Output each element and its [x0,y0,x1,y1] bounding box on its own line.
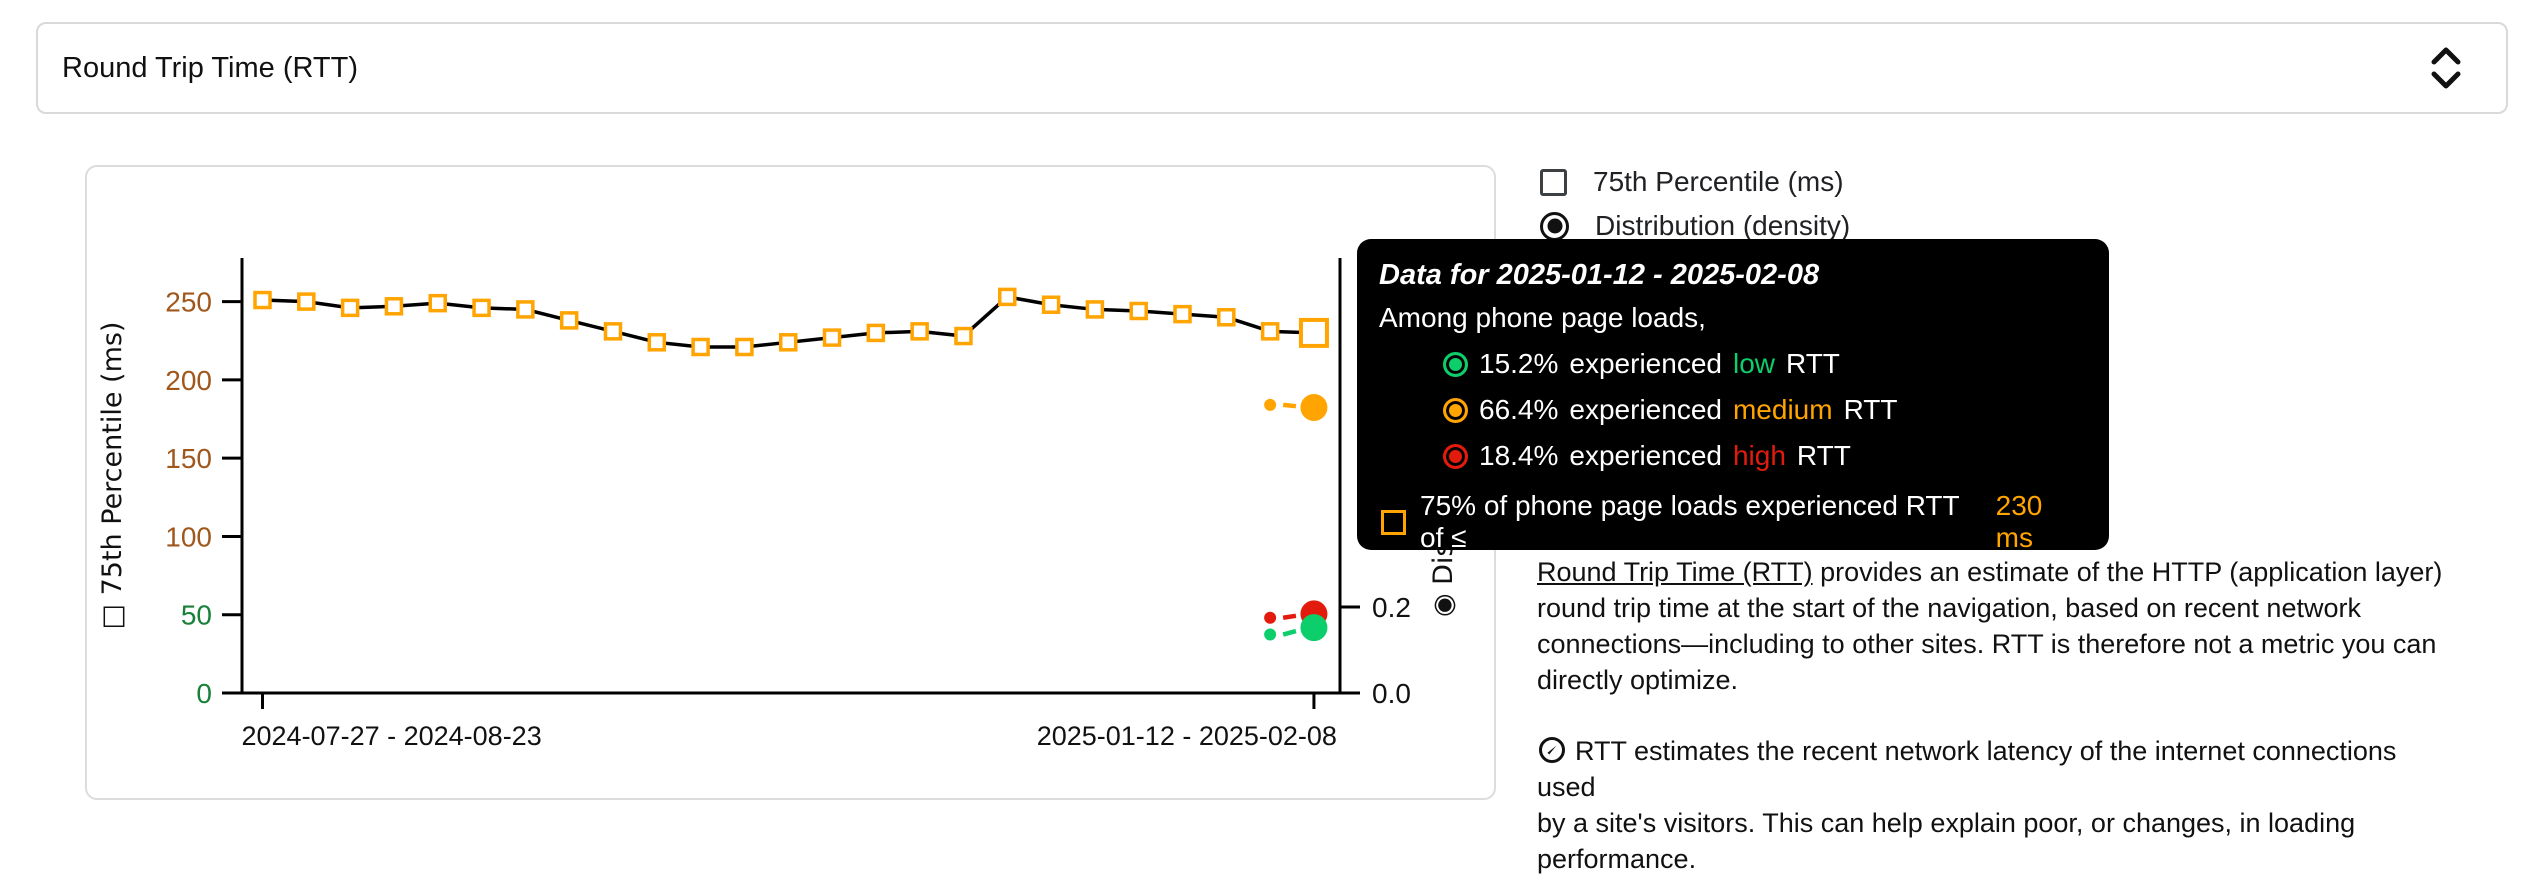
metric-select-value: Round Trip Time (RTT) [62,51,358,84]
data-point [778,333,798,352]
density-connector [1282,402,1297,409]
legend-item-distribution[interactable]: Distribution (density) [1540,210,1850,242]
data-point [516,300,535,319]
data-point [1041,295,1061,314]
selected-data-point [1298,317,1329,348]
high-density-dot-icon [1443,443,1468,469]
data-point [822,328,842,347]
data-point [1085,300,1105,319]
y-axis-title: □ 75th Percentile (ms) [97,322,128,630]
density-point-prev [1264,398,1277,411]
data-point [603,322,623,341]
data-point [253,290,272,310]
data-point [910,322,929,341]
speedometer-icon [1539,737,1565,763]
density-point-selected [1300,614,1328,642]
rtt-docs-link[interactable]: Round Trip Time (RTT) [1537,557,1813,587]
metric-select[interactable]: Round Trip Time (RTT) [36,22,2508,114]
data-point [472,298,491,318]
percentile-square-icon [1381,509,1406,535]
tooltip-row-low: 15.2% experienced low RTT [1443,348,2083,380]
density-point-selected [1300,393,1328,421]
chart-legend: 75th Percentile (ms) Distribution (densi… [1540,166,1850,242]
legend-item-percentile[interactable]: 75th Percentile (ms) [1540,166,1850,198]
data-point [1217,308,1236,327]
density-point-prev [1264,628,1277,641]
data-point [384,297,404,316]
tooltip-row-high: 18.4% experienced high RTT [1443,440,2083,472]
threshold-value: 230 ms [1995,490,2043,553]
metric-description: Round Trip Time (RTT) provides an estima… [1537,554,2457,877]
x-tick-label: 2025-01-12 - 2025-02-08 [1037,721,1337,751]
tooltip-row-medium: 66.4% experienced medium RTT [1443,394,2083,426]
tooltip-row-threshold: 75% of phone page loads experienced RTT … [1381,490,2083,554]
data-point [1260,322,1280,341]
y-tick-label: 50 [181,600,212,631]
data-point [691,337,710,357]
data-point [559,311,579,330]
medium-density-dot-icon [1443,397,1468,423]
data-point [866,323,886,343]
density-tick-label: 0.0 [1372,678,1411,709]
chart-tooltip: Data for 2025-01-12 - 2025-02-08 Among p… [1357,239,2109,553]
x-tick-label: 2024-07-27 - 2024-08-23 [242,721,542,751]
low-density-dot-icon [1443,351,1468,377]
legend-label: 75th Percentile (ms) [1593,166,1844,197]
data-point [1129,301,1148,321]
checkbox-unchecked-icon[interactable] [1540,168,1567,196]
rating-word: high [1732,440,1786,471]
unfold-more-icon[interactable] [2426,42,2466,94]
density-point-prev [1264,611,1277,624]
description-paragraph: Round Trip Time (RTT) provides an estima… [1537,557,2443,695]
data-point [998,287,1017,307]
data-point [1173,304,1192,324]
y-tick-label: 150 [165,443,212,474]
data-point [647,333,667,352]
density-tick-label: 0.2 [1372,592,1411,623]
rtt-chart-card: 0 50 100 150 200 250 0.0 0.2 2024-07-27 - 2024-0… [85,165,1496,800]
density-connector [1282,628,1297,637]
rtt-chart[interactable]: 0 50 100 150 200 250 0.0 0.2 2024-07-27 - 2024-0… [85,165,1496,800]
description-note: RTT estimates the recent network latency… [1537,736,2397,874]
data-point [428,293,447,313]
y-tick-label: 200 [165,365,212,396]
data-point [297,292,316,311]
density-connector [1282,613,1297,620]
tooltip-subtitle: Among phone page loads, [1379,302,1706,333]
data-point [340,298,360,318]
y-tick-label: 0 [196,678,212,709]
data-point [735,337,754,357]
rating-word: low [1732,348,1775,379]
legend-label: Distribution (density) [1595,210,1851,241]
y-tick-label: 250 [165,287,212,318]
rating-word: medium [1732,394,1833,425]
y-tick-label: 100 [165,521,212,552]
data-point [954,326,973,346]
radio-selected-icon[interactable] [1540,211,1569,241]
tooltip-title: Data for 2025-01-12 - 2025-02-08 [1379,259,1820,291]
